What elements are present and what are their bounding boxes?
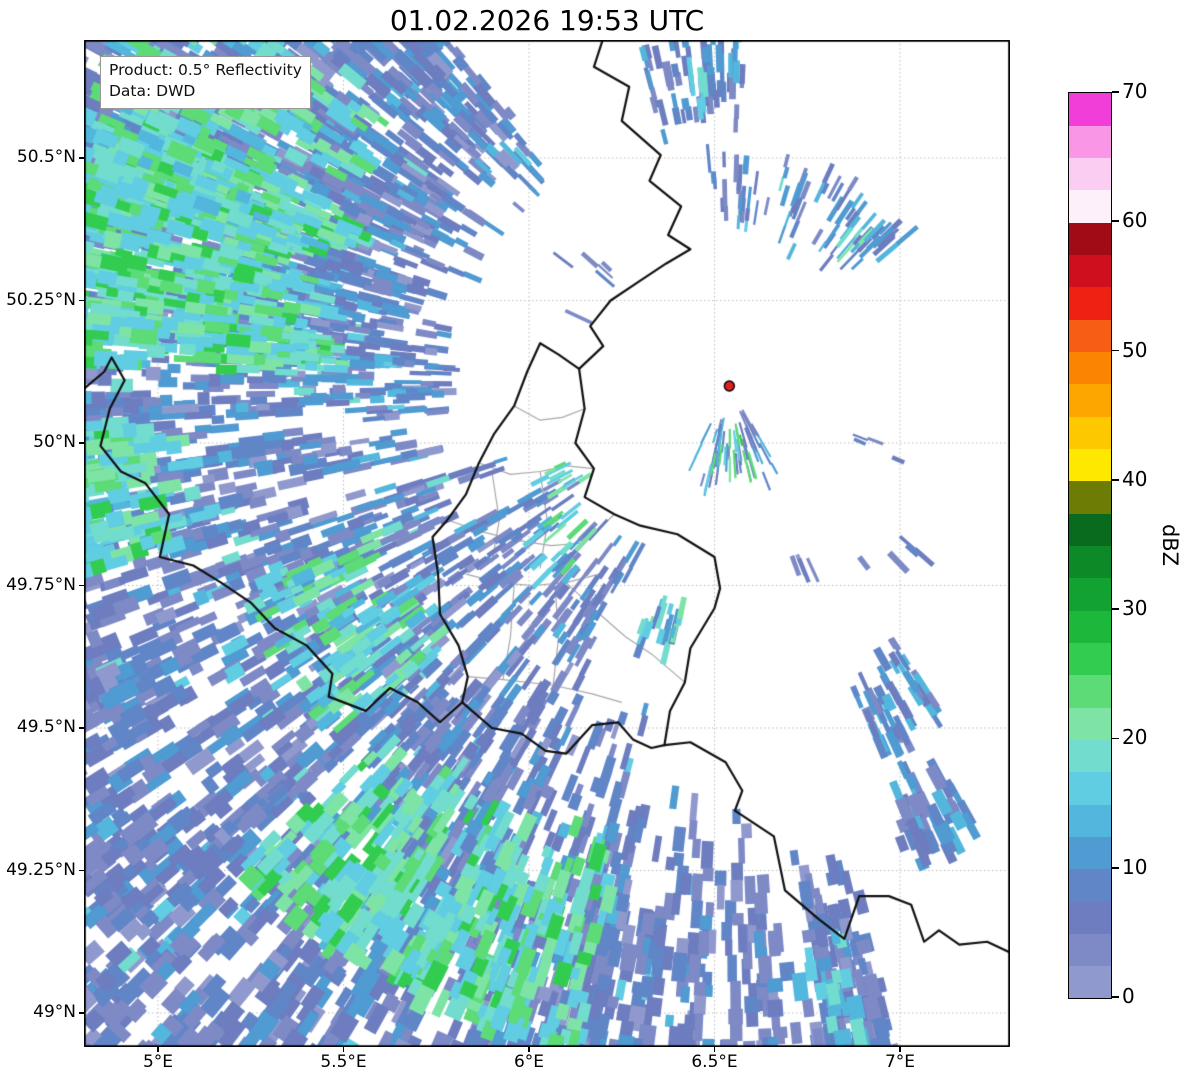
- colorbar-segment: [1069, 610, 1111, 643]
- colorbar-segment: [1069, 707, 1111, 740]
- colorbar-tick-mark: [1111, 349, 1119, 352]
- colorbar-tick-mark: [1111, 91, 1119, 93]
- lon-tick-mark: [528, 1047, 530, 1052]
- colorbar-segment: [1069, 254, 1111, 288]
- colorbar-tick-mark: [1111, 737, 1119, 740]
- lat-tick-mark: [79, 1012, 84, 1014]
- lat-tick-label: 49.5°N: [16, 717, 76, 737]
- lon-tick-label: 6.5°E: [691, 1052, 738, 1072]
- colorbar-segment: [1069, 448, 1111, 482]
- colorbar-segment: [1069, 93, 1111, 126]
- lon-tick-mark: [157, 1047, 159, 1052]
- colorbar-tick-mark: [1111, 608, 1119, 610]
- colorbar-segment: [1069, 804, 1111, 837]
- lon-tick-label: 6°E: [513, 1052, 545, 1072]
- colorbar-tick-mark: [1111, 479, 1119, 481]
- colorbar-segment: [1069, 965, 1111, 999]
- colorbar-tick-label: 50: [1122, 337, 1148, 362]
- colorbar-segment: [1069, 771, 1111, 805]
- lat-tick-label: 49°N: [33, 1002, 76, 1022]
- lon-tick-label: 5°E: [142, 1052, 174, 1072]
- colorbar-tick-label: 10: [1122, 854, 1148, 879]
- colorbar-tick-label: 0: [1122, 984, 1135, 1008]
- colorbar-segment: [1069, 674, 1111, 708]
- colorbar-segment: [1069, 351, 1111, 385]
- lon-tick-mark: [713, 1047, 716, 1052]
- lat-tick-mark: [79, 299, 84, 302]
- colorbar-segment: [1069, 157, 1111, 191]
- lat-tick-label: 50.5°N: [16, 147, 76, 167]
- lat-tick-mark: [79, 584, 84, 587]
- colorbar-segment: [1069, 416, 1111, 450]
- colorbar-tick-label: 60: [1122, 208, 1148, 233]
- colorbar-segment: [1069, 739, 1111, 773]
- product-annotation-line1: Product: 0.5° Reflectivity: [109, 61, 302, 79]
- product-annotation-line2: Data: DWD: [109, 82, 196, 101]
- colorbar-segment: [1069, 189, 1111, 223]
- lat-tick-mark: [79, 727, 84, 729]
- product-annotation-box: Product: 0.5° Reflectivity Data: DWD: [100, 56, 311, 109]
- colorbar-segment: [1069, 480, 1111, 514]
- timestamp-title: 01.02.2026 19:53 UTC: [389, 4, 705, 37]
- lat-tick-label: 49.25°N: [6, 859, 76, 880]
- lon-tick-label: 7°E: [884, 1052, 916, 1072]
- lat-tick-mark: [79, 869, 84, 872]
- colorbar-tick-label: 20: [1122, 725, 1148, 750]
- colorbar-tick-label: 70: [1122, 79, 1148, 103]
- colorbar-segment: [1069, 222, 1111, 256]
- lon-tick-label: 5.5°E: [320, 1052, 367, 1072]
- lat-tick-mark: [79, 157, 84, 159]
- lon-tick-mark: [899, 1047, 901, 1052]
- colorbar-tick-mark: [1111, 996, 1119, 998]
- colorbar-tick-label: 40: [1122, 466, 1148, 491]
- colorbar-unit-label: dBZ: [1158, 523, 1182, 567]
- lon-tick-mark: [342, 1047, 345, 1052]
- colorbar-tick-mark: [1111, 220, 1119, 223]
- colorbar-segment: [1069, 319, 1111, 353]
- radar-map-canvas: [84, 40, 1010, 1047]
- colorbar-segment: [1069, 545, 1111, 579]
- colorbar-segment: [1069, 933, 1111, 967]
- lat-tick-label: 50.25°N: [6, 289, 76, 310]
- colorbar-segment: [1069, 383, 1111, 417]
- colorbar-segment: [1069, 642, 1111, 676]
- colorbar-segment: [1069, 836, 1111, 870]
- colorbar-tick-mark: [1111, 866, 1119, 869]
- lat-tick-mark: [79, 442, 84, 444]
- lat-tick-label: 49.75°N: [6, 574, 76, 595]
- colorbar-segment: [1069, 868, 1111, 902]
- colorbar-tick-label: 30: [1122, 596, 1148, 621]
- colorbar-segment: [1069, 513, 1111, 546]
- colorbar-segment: [1069, 286, 1111, 320]
- lat-tick-label: 50°N: [33, 432, 76, 452]
- colorbar: [1068, 92, 1112, 999]
- colorbar-segment: [1069, 901, 1111, 934]
- colorbar-segment: [1069, 577, 1111, 611]
- colorbar-segment: [1069, 125, 1111, 159]
